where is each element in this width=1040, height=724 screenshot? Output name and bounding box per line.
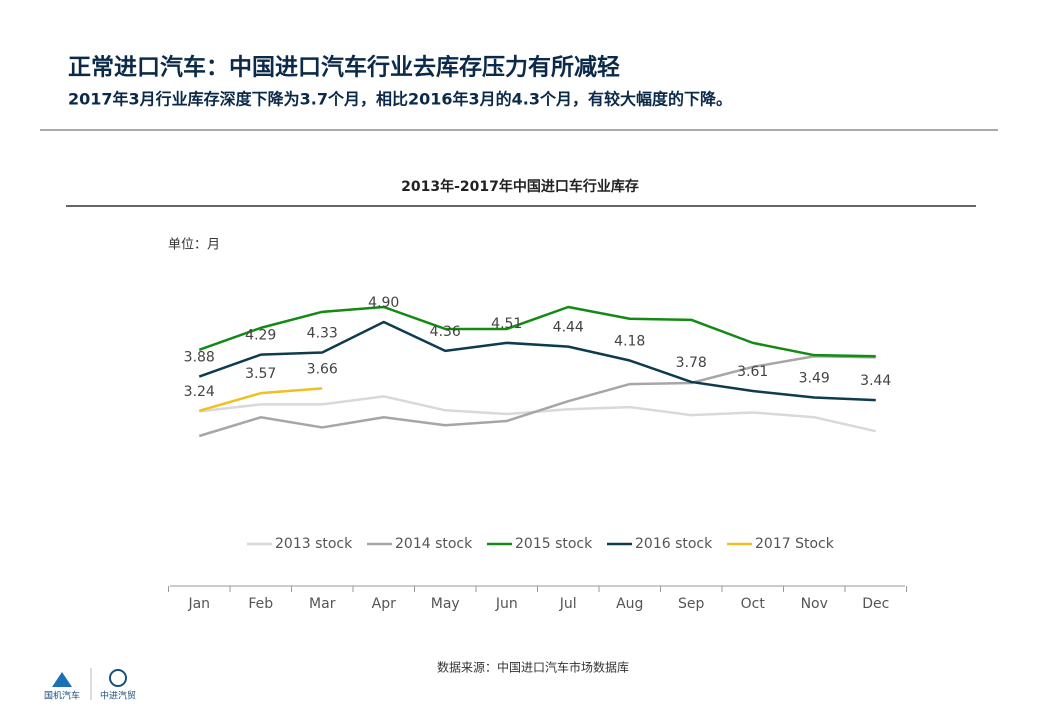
data-label: 4.90 [368, 295, 399, 311]
data-label: 3.78 [676, 355, 707, 371]
unit-label: 单位：月 [168, 238, 220, 253]
series-line [198, 354, 876, 438]
data-label: 4.51 [491, 316, 522, 332]
x-tick-label: Nov [801, 596, 828, 612]
x-tick-label: Jun [495, 596, 518, 612]
slide-title: 正常进口汽车：中国进口汽车行业去库存压力有所减轻 [68, 54, 620, 81]
series-line [198, 387, 323, 413]
legend-label: 2017 Stock [755, 536, 835, 552]
logo-icon [52, 672, 72, 687]
legend-label: 2014 stock [395, 536, 473, 552]
data-label: 3.44 [860, 373, 891, 389]
data-label: 4.44 [553, 320, 584, 336]
logo-text: 国机汽车 [44, 690, 80, 702]
data-label: 3.24 [184, 384, 215, 400]
logo-text: 中进汽贸 [100, 690, 136, 702]
data-label: 3.61 [737, 364, 768, 380]
chart-title: 2013年-2017年中国进口车行业库存 [401, 178, 639, 195]
source-note: 数据来源：中国进口汽车市场数据库 [437, 660, 629, 675]
x-tick-label: Mar [309, 596, 336, 612]
data-label: 4.36 [430, 324, 461, 340]
x-tick-label: May [431, 596, 460, 612]
legend-label: 2015 stock [515, 536, 593, 552]
x-tick-label: Sep [678, 596, 705, 612]
slide-subtitle: 2017年3月行业库存深度下降为3.7个月，相比2016年3月的4.3个月，有较… [68, 90, 732, 109]
legend-label: 2013 stock [275, 536, 353, 552]
x-tick-label: Jan [187, 596, 210, 612]
logo-right: 中进汽贸 [100, 669, 136, 702]
data-label: 3.57 [245, 366, 276, 382]
x-tick-label: Dec [862, 596, 889, 612]
legend-label: 2016 stock [635, 536, 713, 552]
data-label: 4.29 [245, 328, 276, 344]
x-tick-label: Aug [616, 596, 643, 612]
x-tick-label: Oct [741, 596, 766, 612]
data-label: 4.18 [614, 334, 645, 350]
series-line [198, 320, 876, 402]
logo-left: 国机汽车 [44, 672, 80, 702]
series-line [198, 305, 876, 358]
x-tick-label: Jul [559, 596, 577, 612]
data-label: 3.88 [184, 350, 215, 366]
data-label: 3.49 [799, 370, 830, 386]
data-label: 3.66 [307, 361, 338, 377]
x-tick-label: Apr [372, 596, 396, 612]
x-tick-label: Feb [248, 596, 273, 612]
data-label: 4.33 [307, 325, 338, 341]
series-line [199, 395, 877, 433]
logo-icon [109, 669, 127, 687]
